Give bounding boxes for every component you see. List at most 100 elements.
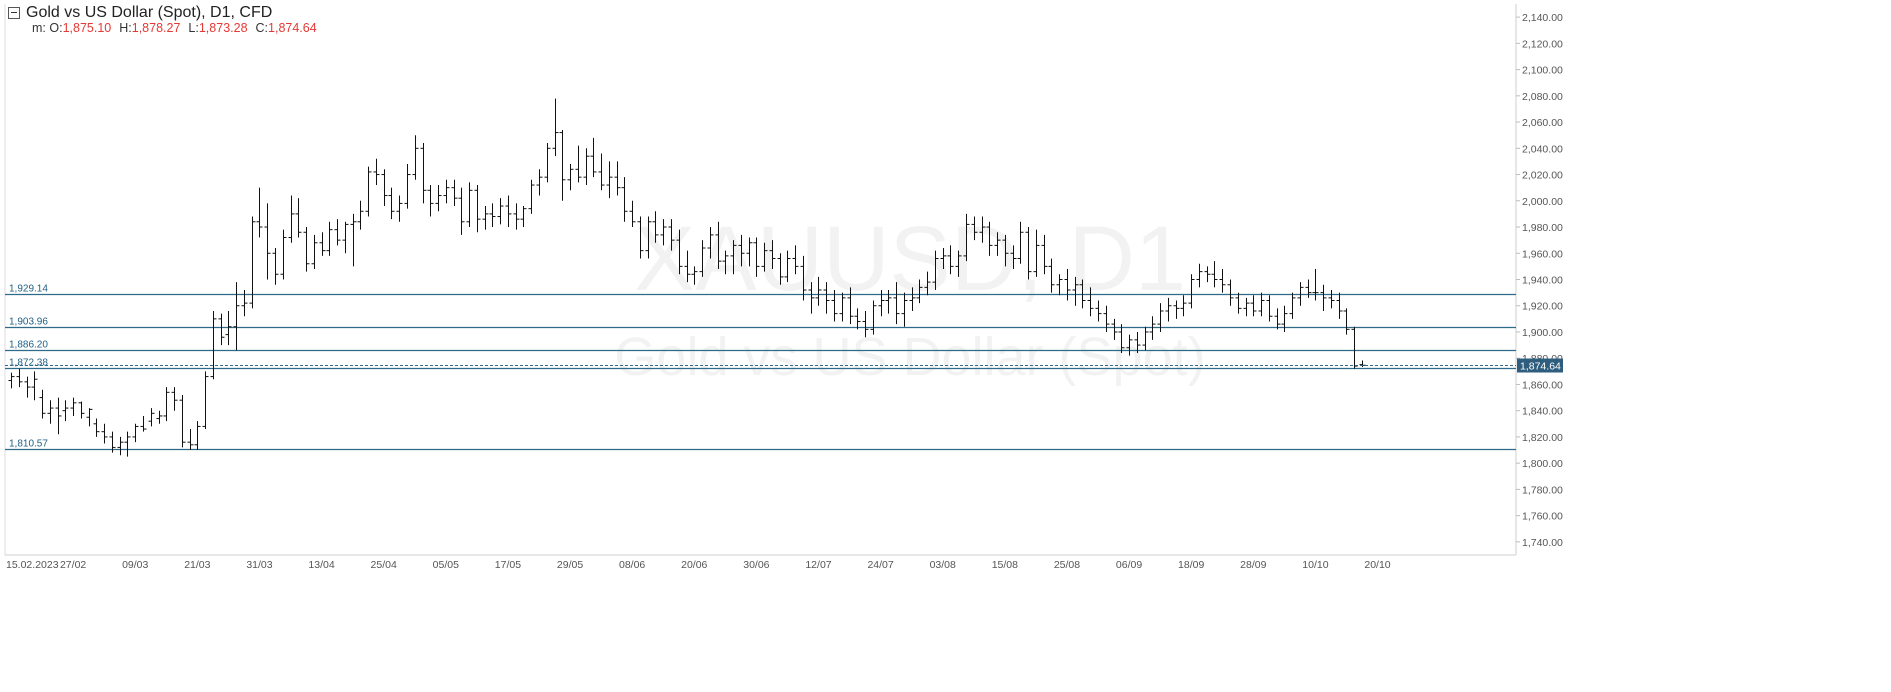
ohlc-bar [1072,276,1079,306]
ohlc-bar [629,200,636,228]
ohlc-bar [606,161,613,199]
ohlc-bar [1204,266,1211,283]
x-tick-label: 20/06 [681,559,707,571]
level-line[interactable]: 1,810.57 [5,439,1516,451]
y-tick-label: 1,840.00 [1522,406,1563,418]
ohlc-bar [823,282,830,314]
ohlc-bar [940,248,947,270]
ohlc-bar [404,164,411,209]
level-label: 1,903.96 [9,317,48,328]
ohlc-bar [614,161,621,196]
x-tick-label: 18/09 [1178,559,1204,571]
ohlc-bar [1219,269,1226,293]
ohlc-bar [784,250,791,283]
ohlc-bar [637,216,644,259]
ohlc-bar [1017,221,1024,264]
ohlc-bar [831,289,838,322]
current-price-tag: 1,874.64 [5,358,1563,373]
level-line[interactable]: 1,929.14 [5,284,1516,296]
ohlc-bar [1243,297,1250,317]
ohlc-bar [280,229,287,280]
ohlc-bar [1227,279,1234,306]
ohlc-bar [1235,292,1242,314]
x-tick-label: 31/03 [246,559,272,571]
collapse-toggle-icon[interactable] [8,7,20,19]
y-tick-label: 1,940.00 [1522,275,1563,287]
ohlc-bar [660,219,667,246]
ohlc-bar [427,185,434,217]
ohlc-bar [691,266,698,285]
ohlc-bar [947,245,954,275]
ohlc-bar [1041,234,1048,275]
ohlc-bar [357,200,364,230]
ohlc-bar [590,137,597,178]
ohlc-bar [62,400,69,422]
ohlc-bar [435,185,442,212]
ohlc-bar [78,401,85,419]
ohlc-bar [350,213,357,267]
ohlc-bar [815,276,822,306]
ohlc-bar [272,248,279,285]
ohlc-bar [924,271,931,296]
y-tick-label: 2,060.00 [1522,117,1563,129]
x-tick-label: 28/09 [1240,559,1266,571]
ohlc-bar [1142,326,1149,351]
ohlc-bar [520,206,527,228]
ohlc-bar [1343,308,1350,335]
ohlc-bar [699,240,706,277]
ohlc-bar [621,177,628,222]
ohlc-bar [202,371,209,430]
ohlc-bar [1196,263,1203,288]
ohlc-bar [1336,292,1343,319]
current-price-tag-bg [1517,358,1563,373]
x-axis[interactable]: 15.02.2023 27/02 09/03 21/03 31/03 13/04 25/04… [6,559,1391,571]
ohlc-bar [124,431,131,457]
ohlc-bar [497,198,504,225]
y-axis[interactable]: 1,740.00 1,760.00 1,780.00 1,800.00 1,820.00… [1516,12,1563,549]
ohlc-bar [47,400,54,424]
ohlc-bar [738,234,745,267]
ohlc-bar [249,216,256,309]
ohlc-bar [994,232,1001,256]
ohlc-bar [854,308,861,330]
level-line[interactable]: 1,903.96 [5,317,1516,329]
ohlc-bar [474,185,481,233]
level-line[interactable]: 1,872.38 [5,358,1516,370]
ohlc-bar [1274,308,1281,330]
x-tick-label: 08/06 [619,559,645,571]
ohlc-bar [187,429,194,451]
ohlc-bar [746,237,753,267]
ohlc-bar [885,289,892,314]
ohlc-bar [792,245,799,275]
ohlc-bar [1328,289,1335,309]
ohlc-bar [901,292,908,327]
x-tick-label: 21/03 [184,559,210,571]
ohlc-bar [93,418,100,437]
ohlc-bar [303,227,310,272]
ohlc-bar [1165,297,1172,322]
ohlc-bar [396,195,403,222]
ohlc-bar [684,250,691,283]
ohlc-bar [932,250,939,290]
ohlc-bar [505,195,512,228]
ohlc-bar [1064,269,1071,301]
watermark: XAUUSD, D1 Gold vs US Dollar (Spot) [614,208,1205,387]
open-value: 1,875.10 [62,21,112,35]
low-label: L: [188,21,199,35]
ohlc-bar [39,389,46,419]
ohlc-bar [1351,326,1358,369]
y-tick-label: 2,120.00 [1522,38,1563,50]
ohlc-bar [536,169,543,196]
ohlc-bar [559,129,566,201]
open-label: O: [49,21,63,35]
y-tick-label: 2,080.00 [1522,91,1563,103]
level-line[interactable]: 1,886.20 [5,340,1516,352]
y-tick-label: 1,800.00 [1522,458,1563,470]
ohlc-bar [489,203,496,228]
x-tick-label: 29/05 [557,559,583,571]
ohlc-bar [847,287,854,325]
ohlc-bar [1320,284,1327,311]
ohlc-bar [1095,300,1102,322]
